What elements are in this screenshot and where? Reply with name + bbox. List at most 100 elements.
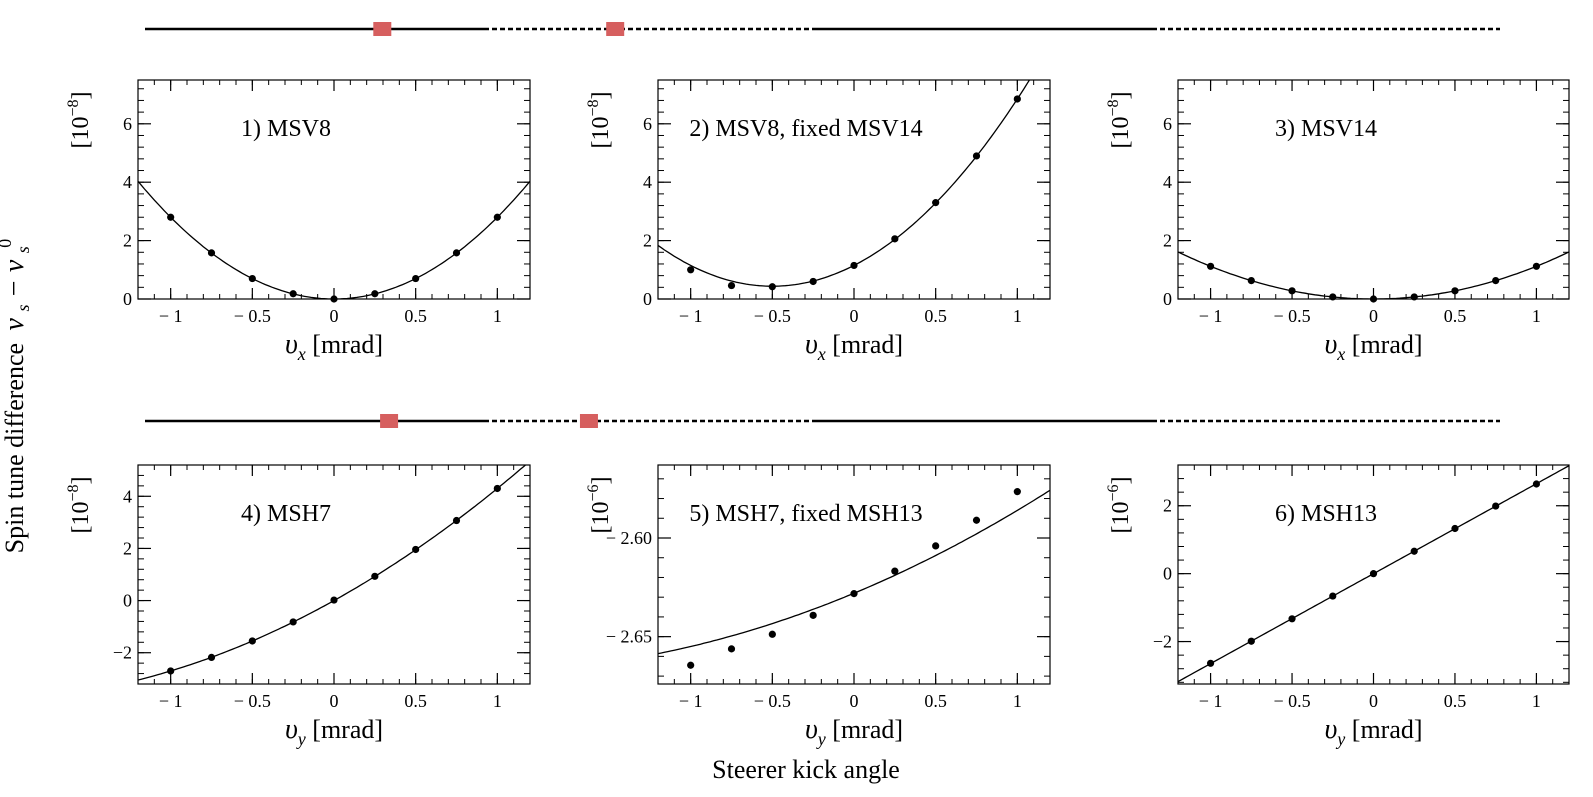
panel-1: − 1 − 0.5 0 0.5 1 0 2 4 6 [10−8] 1) MSV8 υx [mrad]	[65, 79, 531, 364]
x-tick-label: 0.5	[924, 691, 947, 711]
y-tick-label: 0	[1163, 564, 1172, 584]
data-point	[1288, 615, 1296, 623]
x-tick-label: − 1	[159, 691, 183, 711]
x-label-sub: y	[296, 729, 306, 749]
y-label-sup-0: 0	[0, 239, 15, 248]
x-axis-label: υx [mrad]	[285, 329, 383, 364]
y-tick-label: 0	[643, 289, 652, 309]
x-tick-label: − 1	[1199, 691, 1223, 711]
x-label-sub: x	[817, 344, 826, 364]
data-point	[1013, 488, 1021, 496]
panel-title: 5) MSH7, fixed MSH13	[689, 501, 922, 527]
y-label-nu: ν	[0, 317, 30, 330]
exp-close: ]	[1108, 91, 1134, 99]
steerer-marker	[380, 414, 399, 428]
y-exponent-text: [10−8]	[1105, 91, 1134, 148]
x-tick-label: 1	[1532, 306, 1541, 326]
exp-power: −6	[1105, 484, 1122, 501]
x-tick-label: 1	[1013, 306, 1022, 326]
data-point	[330, 596, 338, 604]
data-point	[412, 545, 420, 554]
x-tick-label: − 1	[159, 306, 183, 326]
panel-2: − 1 − 0.5 0 0.5 1 0 2 4 6 [10−8] 2) MSV8, fixed MS…	[585, 79, 1051, 364]
exp-close: ]	[588, 91, 614, 99]
x-tick-label: 0.5	[404, 306, 427, 326]
data-point	[809, 611, 817, 619]
data-point	[972, 516, 981, 524]
exp-close: ]	[68, 476, 94, 484]
data-point	[207, 653, 216, 662]
data-point	[1451, 524, 1459, 533]
main-x-label: Steerer kick angle	[712, 755, 900, 784]
x-tick-label: 1	[1532, 691, 1541, 711]
data-point	[207, 249, 216, 257]
data-point	[891, 235, 899, 243]
data-point	[493, 484, 501, 493]
x-axis-label: υy [mrad]	[285, 714, 383, 749]
y-tick-label: 0	[123, 591, 132, 611]
x-tick-label: 1	[493, 306, 502, 326]
y-tick-label: 4	[1163, 172, 1172, 192]
y-tick-label: 2	[1163, 496, 1172, 516]
x-label-unit: [mrad]	[826, 715, 903, 744]
x-label-upsilon: υ	[805, 714, 818, 745]
y-exponent-label: [10−8]	[65, 91, 94, 148]
y-tick-label: 2	[123, 231, 132, 251]
x-label-sub: x	[297, 344, 306, 364]
data-point	[1369, 570, 1378, 578]
plot-frame	[137, 464, 531, 685]
x-tick-label: 0	[330, 691, 339, 711]
lattice-diagram-1	[145, 22, 1500, 36]
fit-curve	[1178, 251, 1569, 299]
y-exponent-text: [10−8]	[65, 91, 94, 148]
panel-3: − 1 − 0.5 0 0.5 1 0 2 4 6 [10−8] 3) MSV14 υx [mrad]	[1105, 79, 1570, 364]
data-point	[809, 277, 817, 286]
x-label-unit: [mrad]	[826, 330, 903, 359]
y-exponent-text: [10−8]	[65, 476, 94, 533]
steerer-marker	[373, 22, 392, 36]
data-point	[412, 274, 420, 283]
y-tick-label: −2	[1153, 632, 1172, 652]
x-tick-label: 0.5	[404, 691, 427, 711]
y-tick-label: −2	[113, 643, 132, 663]
panel-title: 1) MSV8	[241, 116, 331, 142]
panel-4: − 1 − 0.5 0 0.5 1 −2 0 2 4 [10−8] 4) MSH7 υy [mrad]	[65, 464, 531, 749]
x-label-upsilon: υ	[1324, 714, 1337, 745]
data-point	[768, 283, 776, 291]
data-point	[891, 567, 899, 575]
x-axis-label: υx [mrad]	[805, 329, 903, 364]
x-tick-label: 0.5	[1444, 306, 1467, 326]
y-exponent-label: [10−8]	[585, 91, 614, 148]
y-tick-label: 0	[1163, 289, 1172, 309]
x-tick-label: − 1	[1199, 306, 1223, 326]
exp-power: −8	[65, 99, 82, 116]
panel-title: 4) MSH7	[241, 501, 331, 527]
x-tick-label: − 0.5	[1273, 306, 1310, 326]
x-tick-label: 0	[1369, 306, 1378, 326]
y-tick-label: 2	[123, 538, 132, 558]
y-tick-label: 0	[123, 289, 132, 309]
x-tick-label: − 0.5	[1273, 691, 1310, 711]
data-point	[1492, 502, 1500, 510]
lattice-diagram-2	[145, 414, 1500, 428]
y-exponent-text: [10−6]	[1105, 476, 1134, 533]
y-tick-label: 6	[123, 114, 132, 134]
y-exponent-label: [10−8]	[65, 476, 94, 533]
y-exponent-label: [10−8]	[1105, 91, 1134, 148]
exp-open: [10	[1108, 502, 1134, 534]
x-tick-label: 0.5	[924, 306, 947, 326]
y-tick-label: 4	[123, 486, 132, 506]
y-tick-label: − 2.65	[606, 627, 652, 647]
data-point	[452, 249, 461, 257]
y-exponent-label: [10−6]	[585, 476, 614, 533]
data-point	[932, 542, 940, 550]
exp-power: −8	[1105, 99, 1122, 116]
data-point	[727, 645, 736, 653]
data-point	[1410, 547, 1418, 555]
y-tick-label: 6	[643, 114, 652, 134]
exp-open: [10	[68, 502, 94, 534]
plot-frame	[1177, 79, 1570, 300]
data-point	[972, 152, 981, 160]
x-tick-label: 0	[850, 691, 859, 711]
